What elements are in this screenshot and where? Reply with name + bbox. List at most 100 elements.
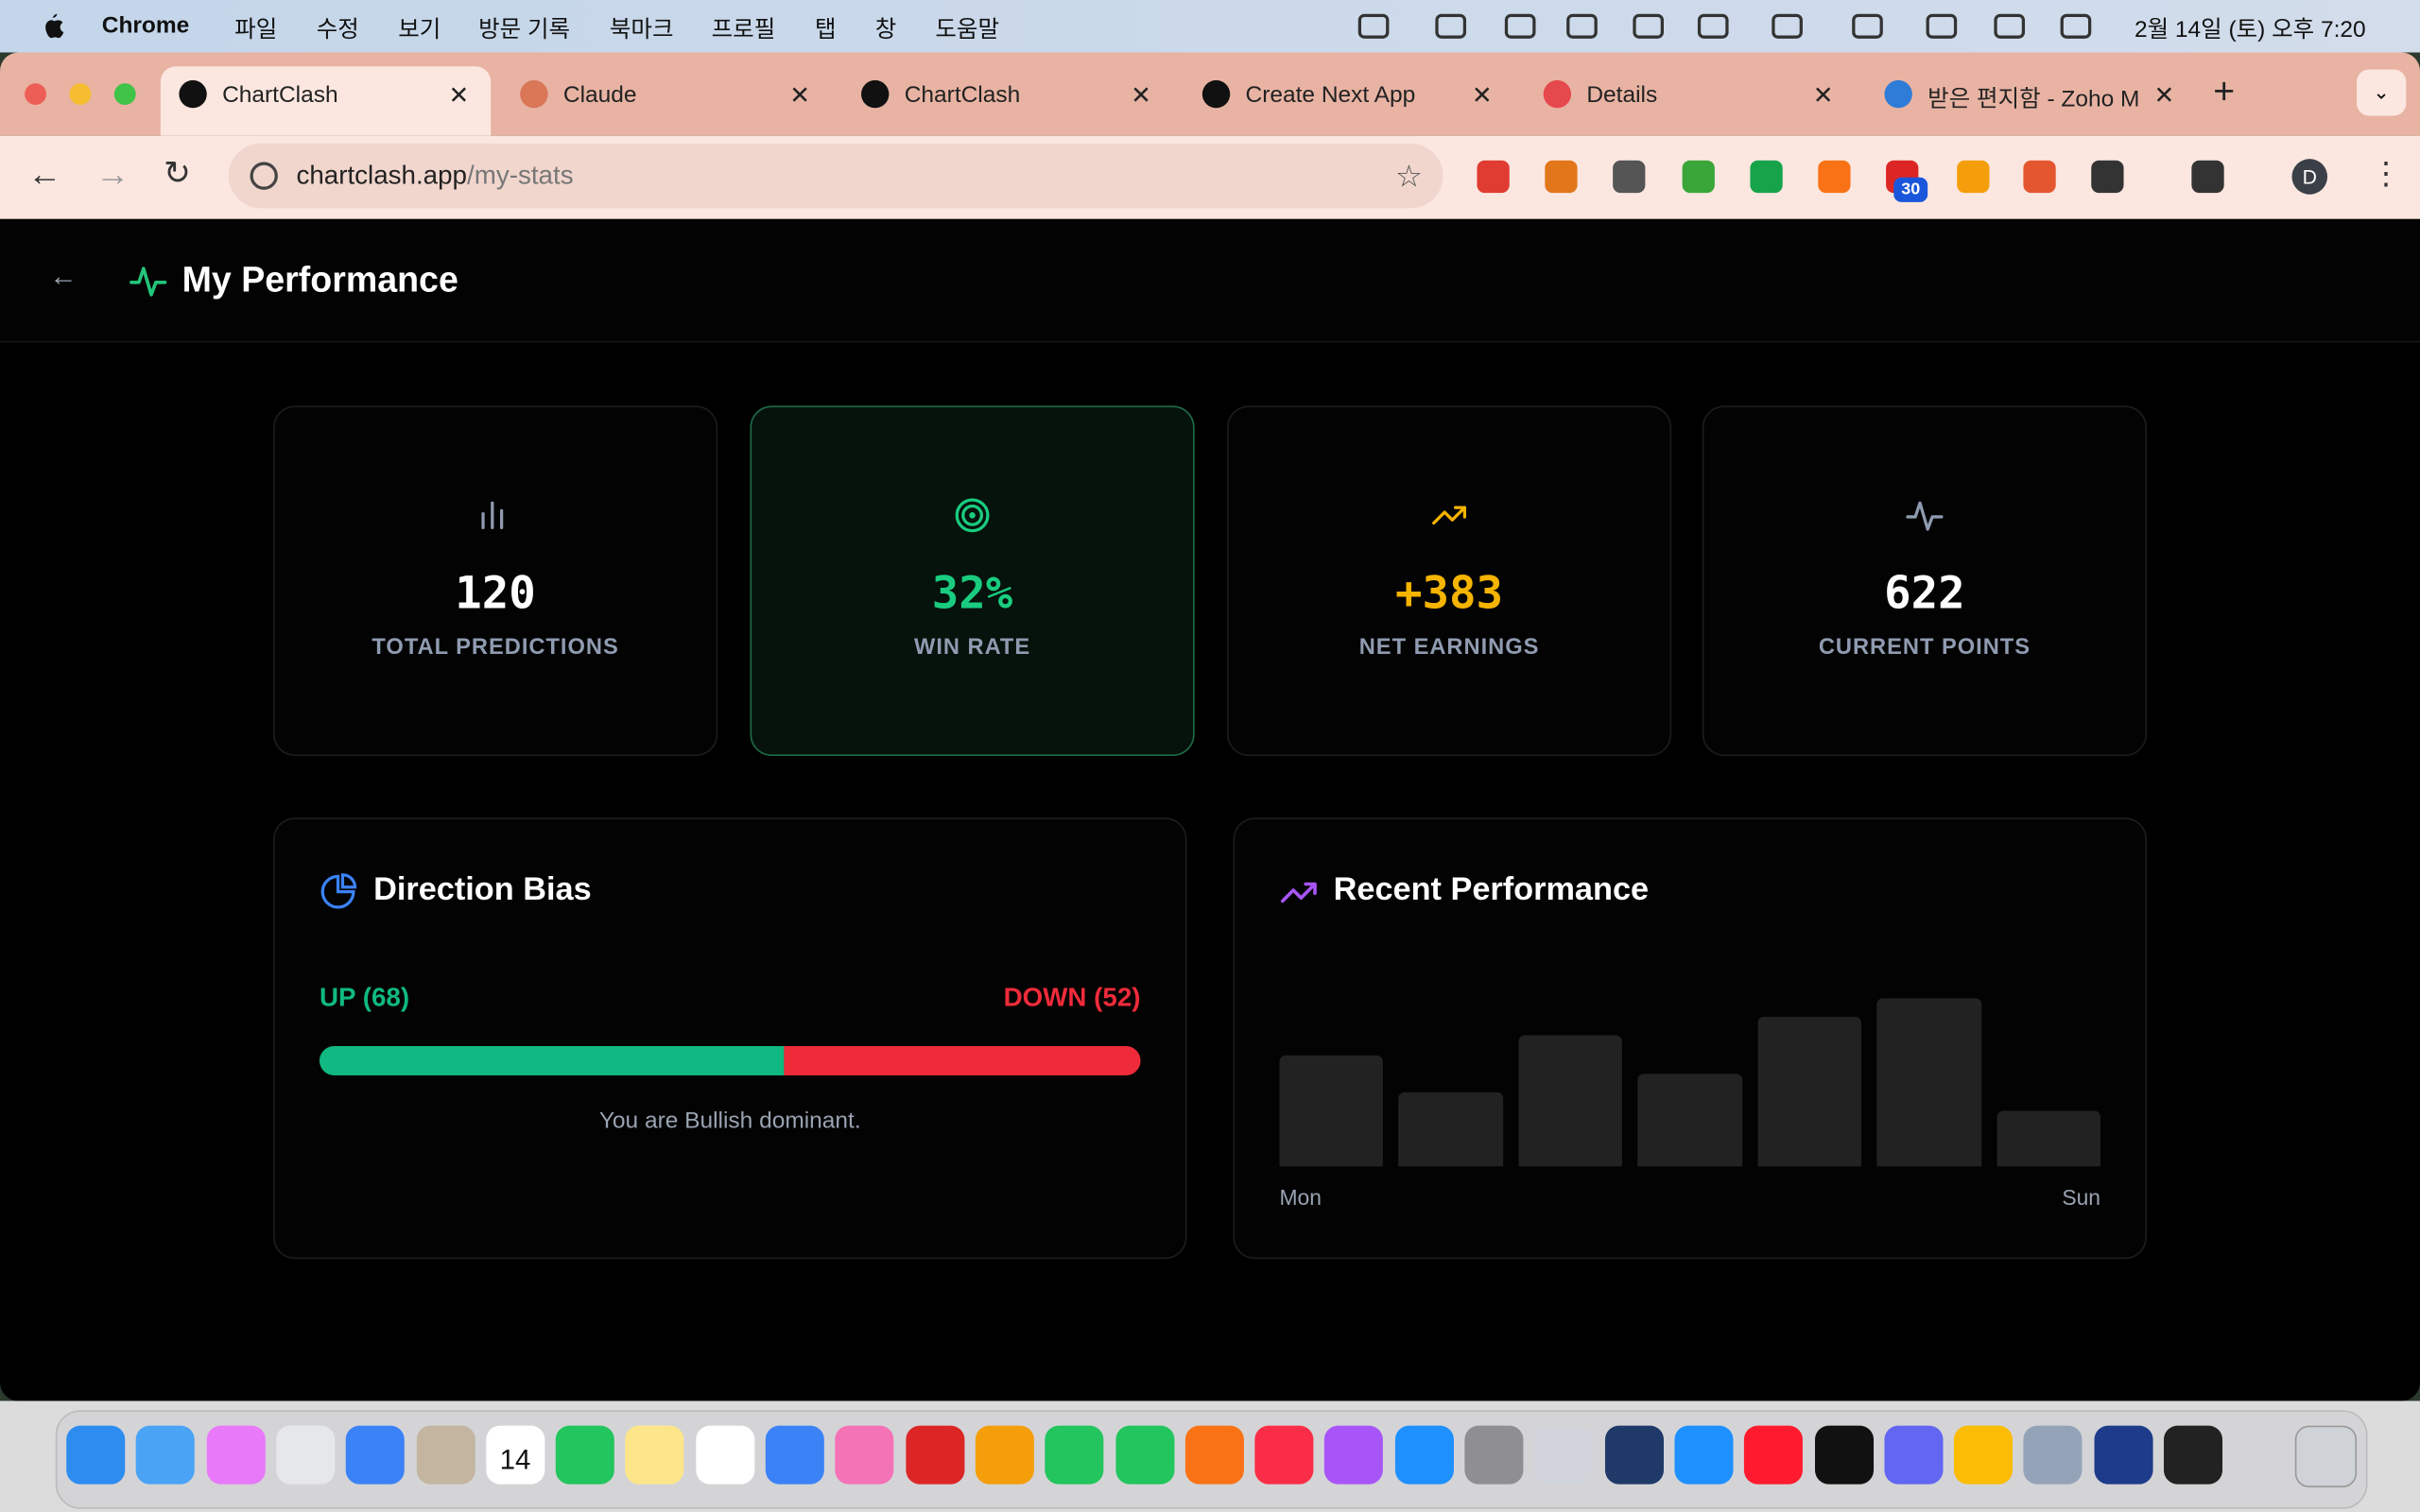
dock-icon[interactable]	[765, 1425, 824, 1485]
menu-item[interactable]: 파일	[234, 16, 278, 43]
site-info[interactable]	[250, 162, 278, 190]
stat-value: +383	[1395, 566, 1504, 619]
tab-close[interactable]: ✕	[1471, 83, 1493, 110]
dock-icon[interactable]	[1184, 1425, 1244, 1485]
dock-icon[interactable]	[206, 1425, 266, 1485]
dock-icon[interactable]	[1744, 1425, 1804, 1485]
dock-icon[interactable]: 14	[485, 1425, 544, 1485]
menu-button[interactable]: ⋮	[2370, 157, 2402, 192]
dock-icon[interactable]	[136, 1425, 196, 1485]
extension-icon[interactable]	[2191, 160, 2224, 194]
menu-item[interactable]: 창	[874, 16, 897, 43]
dock-icon[interactable]	[2094, 1425, 2153, 1485]
menu-item[interactable]: 도움말	[935, 16, 999, 43]
extension-icon[interactable]	[2091, 160, 2124, 194]
menu-item[interactable]: 보기	[398, 16, 441, 43]
dock-icon[interactable]	[276, 1425, 336, 1485]
extension-icon[interactable]	[1545, 160, 1578, 194]
tab[interactable]: ChartClash ✕	[842, 66, 1172, 135]
profile-avatar[interactable]: D	[2291, 159, 2328, 195]
stat-label: NET EARNINGS	[1358, 635, 1540, 661]
apple-logo[interactable]	[39, 10, 65, 42]
dock-icon[interactable]	[695, 1425, 754, 1485]
tab[interactable]: ChartClash ✕	[160, 66, 492, 136]
tab[interactable]: Claude ✕	[502, 66, 832, 135]
dock-icon[interactable]	[1814, 1425, 1874, 1485]
dock-icon[interactable]	[2163, 1425, 2223, 1485]
status-icon[interactable]	[1772, 13, 1803, 39]
close-window[interactable]	[25, 83, 46, 106]
dock-icon[interactable]	[1115, 1425, 1174, 1485]
tab[interactable]: 받은 편지함 - Zoho M ✕	[1866, 66, 2196, 135]
dock-icon[interactable]	[1884, 1425, 1944, 1485]
status-icon[interactable]	[1357, 13, 1390, 39]
dock-icon[interactable]	[1534, 1425, 1594, 1485]
toolbar: ← → ↻ chartclash.app /my-stats ☆ 30 D ⋮	[0, 135, 2420, 219]
app-menu[interactable]: Chrome	[101, 12, 190, 39]
reload-button[interactable]: ↻	[164, 155, 191, 192]
down-label: DOWN (52)	[1003, 983, 1141, 1013]
forward-button[interactable]: →	[95, 154, 130, 194]
tab-search[interactable]: ⌄	[2357, 69, 2407, 116]
up-label: UP (68)	[319, 983, 410, 1013]
bookmark-star[interactable]: ☆	[1394, 160, 1424, 195]
menu-item[interactable]: 수정	[316, 16, 359, 43]
dock-icon[interactable]	[975, 1425, 1034, 1485]
dock-icon[interactable]	[1394, 1425, 1454, 1485]
dock-icon[interactable]	[346, 1425, 406, 1485]
extension-icon[interactable]	[1957, 160, 1990, 194]
tab[interactable]: Details ✕	[1525, 66, 1855, 135]
dock-icon[interactable]	[555, 1425, 614, 1485]
dock-icon[interactable]	[905, 1425, 964, 1485]
back-button[interactable]: ←	[27, 154, 62, 194]
dock-icon[interactable]	[1045, 1425, 1104, 1485]
status-icon[interactable]	[1994, 13, 2026, 39]
maximize-window[interactable]	[113, 83, 136, 106]
trend-icon	[1280, 882, 1317, 903]
extension-icon[interactable]	[2023, 160, 2056, 194]
status-icon[interactable]	[1633, 13, 1664, 39]
tab-close[interactable]: ✕	[1131, 83, 1151, 110]
status-icon[interactable]	[1504, 13, 1536, 39]
dock-icon[interactable]	[66, 1425, 126, 1485]
tab[interactable]: Create Next App ✕	[1184, 66, 1513, 135]
dock-icon[interactable]	[1604, 1425, 1664, 1485]
status-icon[interactable]	[1697, 13, 1729, 39]
tab-close[interactable]: ✕	[2153, 83, 2175, 110]
menu-item[interactable]: 방문 기록	[478, 16, 571, 43]
clock[interactable]: 2월 14일 (토) 오후 7:20	[2134, 16, 2366, 43]
dock-icon[interactable]	[1954, 1425, 2014, 1485]
extension-icon[interactable]	[1477, 160, 1510, 194]
dock-icon[interactable]	[415, 1425, 475, 1485]
status-icon[interactable]	[2060, 13, 2092, 39]
dock-icon[interactable]	[1254, 1425, 1314, 1485]
menu-item[interactable]: 탭	[815, 16, 837, 43]
page-header: ← My Performance	[0, 218, 2420, 343]
tab-close[interactable]: ✕	[1812, 83, 1834, 110]
dock-icon[interactable]	[1674, 1425, 1734, 1485]
address-bar[interactable]: chartclash.app /my-stats ☆	[228, 143, 1443, 209]
dock-icon[interactable]	[1324, 1425, 1384, 1485]
dock-icon[interactable]	[625, 1425, 684, 1485]
status-icon[interactable]	[1852, 13, 1883, 39]
dock-icon[interactable]	[835, 1425, 894, 1485]
extension-icon[interactable]	[1750, 160, 1783, 194]
extension-icon[interactable]	[1613, 160, 1646, 194]
dock-icon[interactable]	[2024, 1425, 2083, 1485]
menu-item[interactable]: 프로필	[711, 16, 776, 43]
status-icon[interactable]	[1566, 13, 1598, 39]
tab-close[interactable]: ✕	[789, 83, 811, 110]
extension-icon[interactable]	[1818, 160, 1851, 194]
tab-close[interactable]: ✕	[448, 83, 470, 110]
bar	[1637, 1074, 1742, 1167]
status-icon[interactable]	[1926, 13, 1958, 39]
status-icon[interactable]	[1435, 13, 1467, 39]
extension-icon[interactable]	[1682, 160, 1715, 194]
menu-item[interactable]: 북마크	[609, 16, 674, 43]
trash[interactable]	[2294, 1425, 2358, 1487]
back-link[interactable]: ←	[49, 260, 78, 292]
new-tab[interactable]: +	[2213, 71, 2236, 113]
dock-icon[interactable]	[1464, 1425, 1524, 1485]
direction-bias-panel: Direction Bias UP (68) DOWN (52) You are…	[272, 817, 1187, 1260]
minimize-window[interactable]	[69, 83, 92, 106]
